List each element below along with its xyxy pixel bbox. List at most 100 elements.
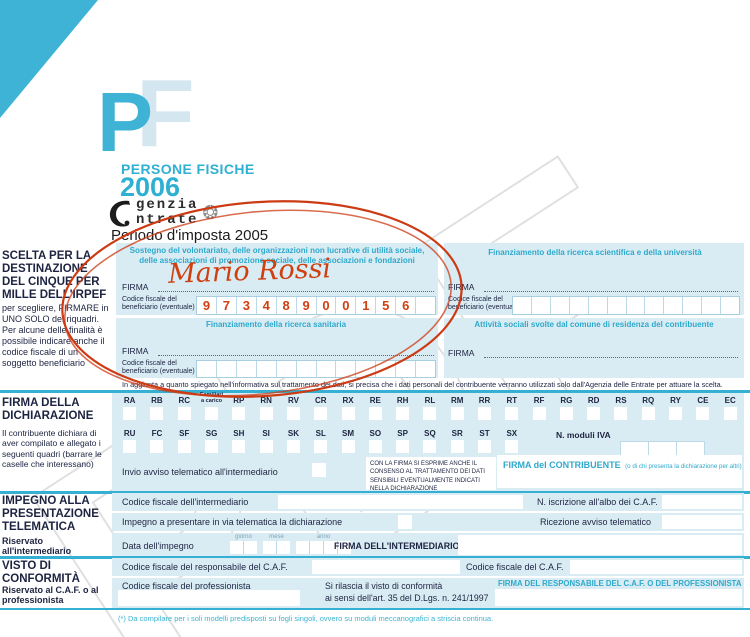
quadro-checkbox[interactable] (723, 407, 737, 420)
codice-fiscale-cell[interactable] (532, 297, 551, 314)
quadro-checkbox[interactable] (314, 440, 328, 453)
cf-caf-input[interactable] (570, 560, 742, 574)
date-cell[interactable] (263, 541, 277, 554)
quadro-checkbox[interactable] (259, 407, 273, 420)
codice-fiscale-cell[interactable] (702, 297, 722, 314)
quadro-checkbox[interactable] (232, 407, 246, 420)
quadro-checkbox[interactable] (341, 440, 355, 453)
iva-cell[interactable] (649, 442, 677, 456)
date-cell[interactable] (310, 541, 324, 554)
iva-cell[interactable] (677, 442, 704, 456)
quadro-checkbox[interactable] (641, 407, 655, 420)
codice-fiscale-cell[interactable] (396, 361, 417, 377)
codice-fiscale-cell[interactable] (608, 297, 627, 314)
quadro-checkbox[interactable] (232, 440, 246, 453)
codice-fiscale-cell[interactable]: 8 (277, 297, 297, 314)
quadro-checkbox[interactable] (559, 407, 573, 420)
date-cell[interactable] (230, 541, 244, 554)
codice-fiscale-cell[interactable] (197, 361, 217, 377)
quadro-checkbox[interactable] (150, 407, 164, 420)
codice-fiscale-cell[interactable] (336, 361, 357, 377)
quadro-checkbox[interactable] (368, 440, 382, 453)
codice-fiscale-cell[interactable] (217, 361, 237, 377)
quadro-checkbox[interactable] (696, 407, 710, 420)
quadro-checkbox[interactable] (505, 407, 519, 420)
cf-intermediario-input[interactable] (278, 495, 523, 509)
quadro-checkbox[interactable] (177, 440, 191, 453)
codice-fiscale-cell[interactable] (317, 361, 337, 377)
invio-avviso-checkbox[interactable] (312, 463, 326, 477)
quadro-checkbox[interactable] (314, 407, 328, 420)
quadro-checkbox[interactable] (205, 440, 219, 453)
quadro-checkbox[interactable] (205, 407, 219, 420)
date-cell[interactable] (324, 541, 338, 554)
codice-fiscale-cell[interactable] (513, 297, 532, 314)
codice-fiscale-cell[interactable]: 3 (237, 297, 257, 314)
codice-fiscale-cell[interactable] (589, 297, 608, 314)
date-cell[interactable] (338, 541, 351, 554)
codice-fiscale-cell[interactable]: 9 (197, 297, 217, 314)
date-cell[interactable] (296, 541, 310, 554)
iva-cell[interactable] (621, 442, 649, 456)
firma-signature-line[interactable] (158, 291, 434, 292)
quadro-checkbox[interactable] (259, 440, 273, 453)
quadro-checkbox[interactable] (478, 440, 491, 453)
codice-fiscale-cell[interactable] (664, 297, 684, 314)
quadro-checkbox[interactable] (423, 440, 437, 453)
quadro-checkbox[interactable] (286, 440, 300, 453)
codice-fiscale-cell[interactable] (416, 297, 435, 314)
firma-signature-line[interactable] (158, 355, 434, 356)
codice-fiscale-cell[interactable] (683, 297, 703, 314)
firma-signature-line[interactable] (484, 357, 738, 358)
codice-fiscale-cell[interactable] (297, 361, 317, 377)
impegno-checkbox[interactable] (398, 515, 412, 529)
date-cell[interactable] (244, 541, 257, 554)
quadro-checkbox[interactable] (450, 407, 464, 420)
quadro-checkbox[interactable] (286, 407, 300, 420)
codice-fiscale-cell[interactable] (257, 361, 277, 377)
codice-fiscale-cell[interactable] (356, 361, 377, 377)
quadro-checkbox[interactable] (505, 440, 519, 453)
quadro-checkbox[interactable] (123, 440, 137, 453)
codice-fiscale-cell[interactable]: 1 (356, 297, 377, 314)
quadro-checkbox[interactable] (150, 440, 164, 453)
quadro-checkbox[interactable] (587, 407, 601, 420)
codice-fiscale-cell[interactable] (645, 297, 665, 314)
cf-professionista-input[interactable] (118, 590, 300, 606)
quadro-checkbox[interactable] (669, 407, 683, 420)
codice-fiscale-cell[interactable]: 5 (376, 297, 397, 314)
firma-signature-line[interactable] (484, 291, 738, 292)
quadro-checkbox[interactable] (396, 407, 410, 420)
quadro-checkbox[interactable] (532, 407, 546, 420)
quadro-checkbox[interactable] (368, 407, 382, 420)
quadro-checkbox[interactable] (341, 407, 355, 420)
codice-fiscale-cell[interactable] (570, 297, 589, 314)
codice-fiscale-cell[interactable]: 4 (257, 297, 277, 314)
codice-fiscale-cell[interactable] (237, 361, 257, 377)
codice-fiscale-cell[interactable]: 6 (396, 297, 417, 314)
albo-caf-input[interactable] (662, 495, 742, 509)
quadro-checkbox[interactable] (123, 407, 137, 420)
date-cell[interactable] (277, 541, 290, 554)
ricezione-avviso-input[interactable] (662, 515, 742, 529)
firma-intermediario-area[interactable] (458, 535, 742, 555)
firma-responsabile-caf-area[interactable] (495, 589, 742, 606)
quadro-checkbox[interactable] (478, 407, 491, 420)
codice-fiscale-cell[interactable] (416, 361, 435, 377)
codice-fiscale-cell[interactable]: 0 (336, 297, 357, 314)
codice-fiscale-cell[interactable]: 9 (297, 297, 317, 314)
codice-fiscale-cell[interactable] (551, 297, 570, 314)
quadro-checkbox[interactable] (423, 407, 437, 420)
firma-contribuente-area[interactable]: FIRMA del CONTRIBUENTE (o di chi present… (497, 455, 742, 488)
codice-fiscale-cell[interactable] (627, 297, 646, 314)
codice-fiscale-cell[interactable] (376, 361, 397, 377)
cf-responsabile-caf-input[interactable] (312, 560, 460, 574)
quadro-checkbox[interactable] (177, 407, 191, 420)
quadro-checkbox[interactable] (450, 440, 464, 453)
quadro-checkbox[interactable] (396, 440, 410, 453)
codice-fiscale-cell[interactable] (721, 297, 739, 314)
codice-fiscale-cell[interactable] (277, 361, 297, 377)
codice-fiscale-cell[interactable]: 0 (317, 297, 337, 314)
quadro-checkbox[interactable] (614, 407, 628, 420)
codice-fiscale-cell[interactable]: 7 (217, 297, 237, 314)
